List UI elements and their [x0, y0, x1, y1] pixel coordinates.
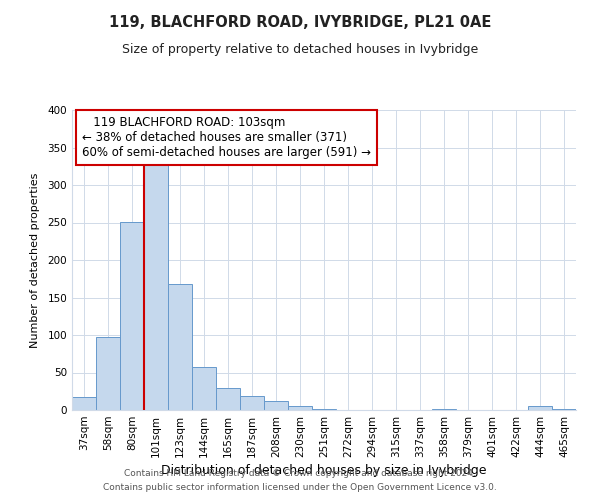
- Text: Size of property relative to detached houses in Ivybridge: Size of property relative to detached ho…: [122, 42, 478, 56]
- Bar: [312, 409, 336, 410]
- Bar: [96, 336, 120, 410]
- Bar: [528, 406, 552, 410]
- Bar: [552, 409, 576, 410]
- Bar: [168, 284, 192, 410]
- Bar: [264, 401, 288, 410]
- Text: Contains public sector information licensed under the Open Government Licence v3: Contains public sector information licen…: [103, 484, 497, 492]
- Bar: [288, 406, 312, 410]
- Text: 119, BLACHFORD ROAD, IVYBRIDGE, PL21 0AE: 119, BLACHFORD ROAD, IVYBRIDGE, PL21 0AE: [109, 15, 491, 30]
- Bar: [72, 397, 96, 410]
- Text: 119 BLACHFORD ROAD: 103sqm
← 38% of detached houses are smaller (371)
60% of sem: 119 BLACHFORD ROAD: 103sqm ← 38% of deta…: [82, 116, 371, 159]
- Bar: [432, 409, 456, 410]
- Y-axis label: Number of detached properties: Number of detached properties: [31, 172, 40, 348]
- X-axis label: Distribution of detached houses by size in Ivybridge: Distribution of detached houses by size …: [161, 464, 487, 477]
- Bar: [144, 160, 168, 410]
- Text: Contains HM Land Registry data © Crown copyright and database right 2024.: Contains HM Land Registry data © Crown c…: [124, 468, 476, 477]
- Bar: [216, 388, 240, 410]
- Bar: [240, 396, 264, 410]
- Bar: [192, 366, 216, 410]
- Bar: [120, 222, 144, 410]
